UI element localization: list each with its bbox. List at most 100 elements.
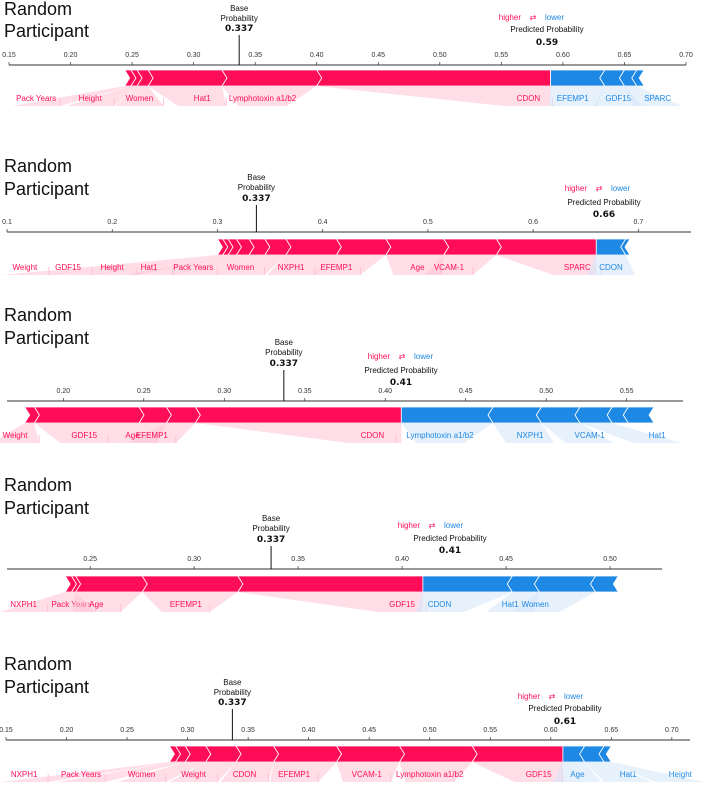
positive-segment	[147, 69, 228, 87]
force-plot-panel-1: Random Participant 0.15 0.20 0.25 0.30 0.35 0.4…	[2, 0, 693, 106]
feature-label-negative: Age	[570, 770, 585, 779]
feature-label-positive: CDON	[517, 94, 541, 103]
x-tick-label: 0.45	[499, 556, 513, 563]
feature-label-positive: Age	[125, 431, 140, 440]
panel-title-line1: Random	[4, 475, 72, 495]
feature-label-positive: EFEMP1	[278, 770, 311, 779]
negative-segment	[487, 406, 543, 424]
legend-higher-lower: higher ⇄ lower	[368, 352, 434, 361]
x-tick-label: 0.40	[302, 727, 316, 734]
x-tick-label: 0.50	[603, 556, 617, 563]
positive-label-connector	[44, 255, 228, 275]
x-tick-label: 0.35	[241, 727, 255, 734]
feature-label-positive: Pack Years	[51, 600, 91, 609]
x-tick-label: 0.65	[618, 52, 632, 59]
predicted-value-number: 0.41	[439, 546, 461, 556]
x-tick-label: 0.1	[2, 219, 12, 226]
positive-label-connector	[12, 86, 131, 106]
base-value-label-line1: Base	[247, 173, 266, 182]
x-tick-label: 0.55	[495, 52, 509, 59]
legend-lower: lower	[545, 13, 564, 22]
feature-label-negative: Hat1	[649, 431, 666, 440]
x-tick-label: 0.25	[137, 388, 151, 395]
feature-label-positive: Height	[79, 94, 103, 103]
feature-label-positive: Height	[101, 263, 125, 272]
feature-label-positive: GDF15	[71, 431, 97, 440]
panel-title-line1: Random	[4, 305, 72, 325]
positive-label-connector	[472, 762, 563, 782]
x-tick-label: 0.70	[679, 52, 693, 59]
feature-label-negative: CDON	[428, 600, 452, 609]
legend-higher-lower: higher ⇄ lower	[499, 13, 565, 22]
legend-higher: higher	[368, 352, 391, 361]
x-tick-label: 0.50	[433, 52, 447, 59]
base-value-label-line2: Probability	[265, 348, 302, 357]
x-tick-label: 0.4	[318, 219, 328, 226]
positive-label-connector	[88, 255, 237, 275]
legend-lower: lower	[564, 692, 583, 701]
legend-higher-lower: higher ⇄ lower	[398, 521, 464, 530]
feature-label-positive: NXPH1	[10, 600, 37, 609]
negative-segment	[535, 406, 581, 424]
positive-label-connector	[127, 423, 196, 443]
feature-label-negative: Hat1	[502, 600, 519, 609]
feature-label-positive: Lymphotoxin a1/b2	[229, 94, 297, 103]
negative-segment	[622, 406, 655, 424]
feature-label-positive: Pack Years	[61, 770, 101, 779]
base-value-label-line1: Base	[230, 4, 249, 13]
negative-label-connector	[401, 423, 494, 443]
negative-label-connector	[579, 423, 682, 443]
base-value-number: 0.337	[257, 535, 285, 545]
positive-segment	[141, 575, 244, 593]
positive-label-connector	[237, 592, 423, 612]
negative-segment	[620, 238, 631, 256]
negative-label-connector	[493, 423, 555, 443]
feature-label-positive: Women	[227, 263, 254, 272]
positive-label-connector	[385, 255, 444, 275]
panel-title-line2: Participant	[4, 179, 89, 199]
x-tick-label: 0.55	[620, 388, 634, 395]
predicted-value-label: Predicted Probability	[567, 198, 640, 207]
positive-label-connector	[0, 255, 223, 275]
positive-segment	[335, 238, 392, 256]
legend-arrows-icon: ⇄	[549, 692, 556, 701]
panel-title-line1: Random	[4, 0, 72, 19]
x-tick-label: 0.20	[64, 52, 78, 59]
feature-label-negative: VCAM-1	[575, 431, 606, 440]
feature-label-positive: CDON	[233, 770, 257, 779]
x-tick-label: 0.30	[217, 388, 231, 395]
force-plot-panel-5: Random Participant 0.15 0.20 0.25 0.30 0.35 0.4…	[0, 654, 705, 782]
panel-title-line2: Participant	[4, 328, 89, 348]
feature-label-negative: SPARC	[644, 94, 671, 103]
feature-label-positive: Weight	[13, 263, 39, 272]
base-value-number: 0.337	[270, 359, 298, 369]
negative-label-connector	[553, 762, 602, 782]
positive-segment	[221, 69, 323, 87]
predicted-value-number: 0.41	[390, 378, 412, 388]
predicted-value-number: 0.66	[593, 210, 615, 220]
positive-segment	[471, 745, 564, 763]
positive-label-connector	[148, 86, 227, 106]
feature-label-positive: CDON	[361, 431, 385, 440]
legend-higher-lower: higher ⇄ lower	[565, 184, 631, 193]
legend-arrows-icon: ⇄	[530, 13, 537, 22]
legend-higher: higher	[398, 521, 421, 530]
base-value-number: 0.337	[218, 698, 246, 708]
negative-label-connector	[587, 255, 636, 275]
x-tick-label: 0.45	[459, 388, 473, 395]
positive-segment	[194, 406, 402, 424]
x-tick-label: 0.15	[2, 52, 16, 59]
base-value-label-line2: Probability	[214, 688, 251, 697]
legend-higher: higher	[499, 13, 522, 22]
x-tick-label: 0.30	[187, 52, 201, 59]
positive-segment	[33, 406, 145, 424]
negative-segment	[598, 745, 613, 763]
negative-label-connector	[541, 423, 614, 443]
positive-segment	[495, 238, 597, 256]
positive-segment	[237, 575, 424, 593]
negative-segment	[422, 575, 514, 593]
positive-segment	[335, 745, 405, 763]
x-tick-label: 0.25	[83, 556, 97, 563]
negative-label-connector	[511, 592, 596, 612]
